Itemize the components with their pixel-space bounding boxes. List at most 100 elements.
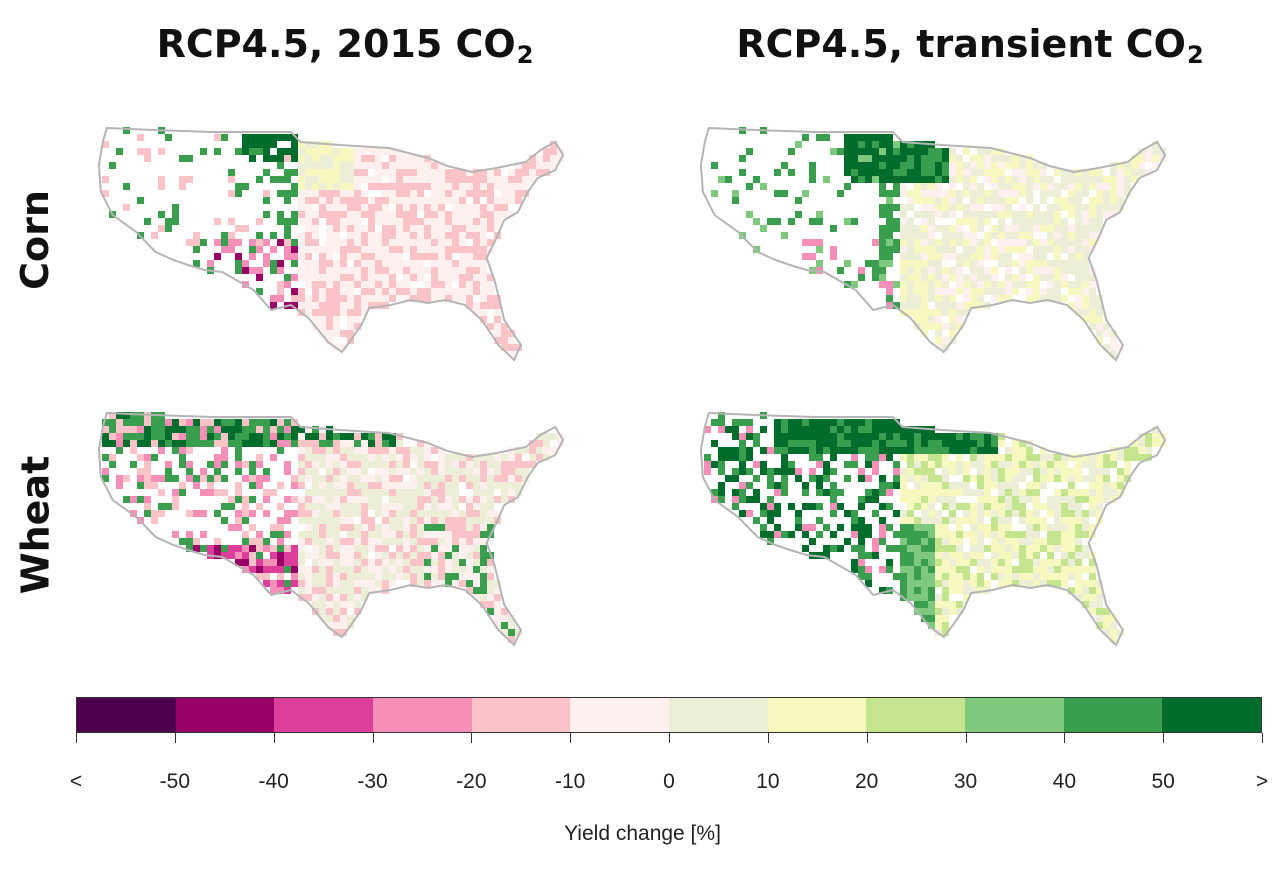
map-grid-cell xyxy=(361,454,368,461)
map-grid-cell xyxy=(235,461,242,468)
map-grid-cell xyxy=(767,218,774,225)
map-grid-cell xyxy=(963,246,970,253)
map-grid-cell xyxy=(1026,295,1033,302)
map-grid-cell xyxy=(1033,559,1040,566)
map-grid-cell xyxy=(1047,239,1054,246)
map-grid-cell xyxy=(1110,169,1117,176)
map-grid-cell xyxy=(914,482,921,489)
map-grid-cell xyxy=(1075,267,1082,274)
map-grid-cell xyxy=(445,267,452,274)
map-grid-cell xyxy=(977,239,984,246)
column-title-right-subscript: 2 xyxy=(1186,41,1204,69)
map-grid-cell xyxy=(1068,246,1075,253)
map-grid-cell xyxy=(431,580,438,587)
map-grid-cell xyxy=(333,309,340,316)
map-grid-cell xyxy=(837,267,844,274)
map-grid-cell xyxy=(431,461,438,468)
map-grid-cell xyxy=(998,176,1005,183)
map-grid-cell xyxy=(928,246,935,253)
map-grid-cell xyxy=(403,155,410,162)
map-grid-cell xyxy=(963,253,970,260)
map-grid-cell xyxy=(340,468,347,475)
map-grid-cell xyxy=(340,447,347,454)
map-grid-cell xyxy=(487,489,494,496)
map-grid-cell xyxy=(1089,239,1096,246)
colorbar-tick-label: 10 xyxy=(756,770,780,793)
map-grid-cell xyxy=(865,134,872,141)
map-grid-cell xyxy=(347,225,354,232)
map-grid-cell xyxy=(970,281,977,288)
map-grid-cell xyxy=(921,587,928,594)
map-grid-cell xyxy=(396,176,403,183)
map-grid-cell xyxy=(361,204,368,211)
map-grid-cell xyxy=(382,433,389,440)
map-grid-cell xyxy=(235,267,242,274)
map-grid-cell xyxy=(382,538,389,545)
map-grid-cell xyxy=(977,580,984,587)
map-wheat-transient-co2 xyxy=(699,411,1167,647)
map-grid-cell xyxy=(1047,288,1054,295)
map-grid-cell xyxy=(550,433,557,440)
map-grid-cell xyxy=(914,454,921,461)
map-grid-cell xyxy=(151,475,158,482)
map-grid-cell xyxy=(214,239,221,246)
map-grid-cell xyxy=(466,573,473,580)
map-grid-cell xyxy=(732,190,739,197)
map-grid-cell xyxy=(354,538,361,545)
map-grid-cell xyxy=(1005,545,1012,552)
map-grid-cell xyxy=(480,475,487,482)
map-grid-cell xyxy=(522,461,529,468)
map-grid-cell xyxy=(354,573,361,580)
map-grid-cell xyxy=(221,426,228,433)
map-grid-cell xyxy=(984,580,991,587)
map-grid-cell xyxy=(809,524,816,531)
map-grid-cell xyxy=(445,190,452,197)
map-grid-cell xyxy=(466,190,473,197)
map-grid-cell xyxy=(403,524,410,531)
map-grid-cell xyxy=(963,594,970,601)
map-grid-cell xyxy=(921,204,928,211)
map-grid-cell xyxy=(354,608,361,615)
map-grid-cell xyxy=(907,461,914,468)
map-grid-cell xyxy=(494,309,501,316)
map-grid-cell xyxy=(368,295,375,302)
map-grid-cell xyxy=(417,197,424,204)
map-grid-cell xyxy=(347,524,354,531)
us-outline xyxy=(699,411,1167,647)
map-grid-cell xyxy=(417,447,424,454)
map-grid-cell xyxy=(137,475,144,482)
map-grid-cell xyxy=(1012,176,1019,183)
map-grid-cell xyxy=(340,260,347,267)
map-grid-cell xyxy=(480,211,487,218)
map-grid-cell xyxy=(515,197,522,204)
map-grid-cell xyxy=(1075,531,1082,538)
map-grid-cell xyxy=(753,433,760,440)
map-grid-cell xyxy=(389,225,396,232)
map-grid-cell xyxy=(816,426,823,433)
map-grid-cell xyxy=(1061,232,1068,239)
map-grid-cell xyxy=(480,482,487,489)
map-grid-cell xyxy=(305,239,312,246)
map-grid-cell xyxy=(340,169,347,176)
map-grid-cell xyxy=(487,468,494,475)
map-grid-cell xyxy=(431,295,438,302)
map-grid-cell xyxy=(389,211,396,218)
map-grid-cell xyxy=(347,489,354,496)
map-grid-cell xyxy=(1012,503,1019,510)
map-grid-cell xyxy=(935,323,942,330)
map-grid-cell xyxy=(914,538,921,545)
map-grid-cell xyxy=(137,482,144,489)
map-grid-cell xyxy=(487,218,494,225)
colorbar-tick-label: 0 xyxy=(663,770,675,793)
map-grid-cell xyxy=(361,232,368,239)
map-grid-cell xyxy=(1019,573,1026,580)
map-grid-cell xyxy=(270,302,277,309)
map-grid-cell xyxy=(900,218,907,225)
map-grid-cell xyxy=(935,281,942,288)
map-grid-cell xyxy=(319,573,326,580)
map-grid-cell xyxy=(1012,155,1019,162)
map-grid-cell xyxy=(753,440,760,447)
map-grid-cell xyxy=(536,440,543,447)
map-grid-cell xyxy=(858,503,865,510)
map-grid-cell xyxy=(256,482,263,489)
